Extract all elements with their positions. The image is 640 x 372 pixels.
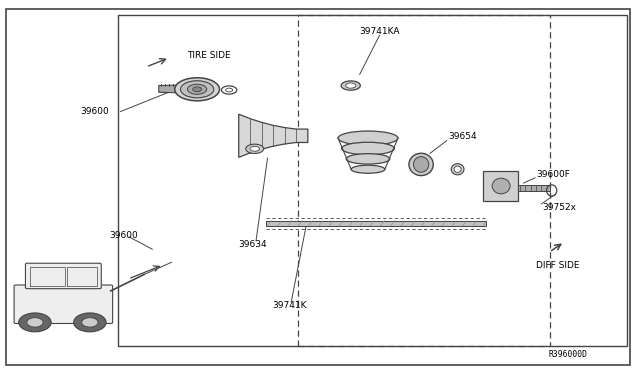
Ellipse shape (341, 81, 360, 90)
Ellipse shape (246, 144, 264, 154)
Ellipse shape (188, 84, 207, 94)
Ellipse shape (346, 154, 390, 164)
Ellipse shape (180, 81, 214, 98)
Ellipse shape (346, 83, 356, 88)
Ellipse shape (338, 131, 398, 145)
Text: TIRE SIDE: TIRE SIDE (188, 51, 231, 60)
Ellipse shape (413, 157, 429, 172)
Ellipse shape (492, 178, 510, 194)
Ellipse shape (193, 87, 202, 92)
Circle shape (74, 313, 106, 332)
Text: R396000D: R396000D (549, 350, 588, 359)
Text: DIFF SIDE: DIFF SIDE (536, 261, 580, 270)
Circle shape (27, 318, 43, 327)
Bar (483, 171, 518, 201)
Text: 39600F: 39600F (536, 170, 570, 179)
FancyBboxPatch shape (14, 285, 113, 324)
Text: 39741KA: 39741KA (359, 27, 400, 36)
Ellipse shape (342, 142, 394, 155)
Ellipse shape (226, 88, 233, 92)
Bar (266, 221, 486, 226)
Ellipse shape (250, 147, 260, 151)
Bar (298, 15, 550, 346)
Polygon shape (159, 85, 186, 93)
Text: 39654: 39654 (448, 132, 477, 141)
Circle shape (19, 313, 51, 332)
Circle shape (82, 318, 98, 327)
Bar (118, 15, 627, 346)
Bar (518, 185, 550, 191)
Ellipse shape (409, 153, 433, 176)
Ellipse shape (351, 165, 385, 173)
FancyBboxPatch shape (26, 263, 101, 289)
Text: 39752x: 39752x (543, 203, 577, 212)
Text: 39600: 39600 (81, 107, 109, 116)
Ellipse shape (454, 166, 461, 173)
Polygon shape (239, 114, 308, 157)
Text: 39634: 39634 (239, 240, 267, 249)
Ellipse shape (175, 78, 220, 101)
Text: 39741K: 39741K (272, 301, 307, 310)
Ellipse shape (451, 164, 464, 175)
Text: 39600: 39600 (109, 231, 138, 240)
